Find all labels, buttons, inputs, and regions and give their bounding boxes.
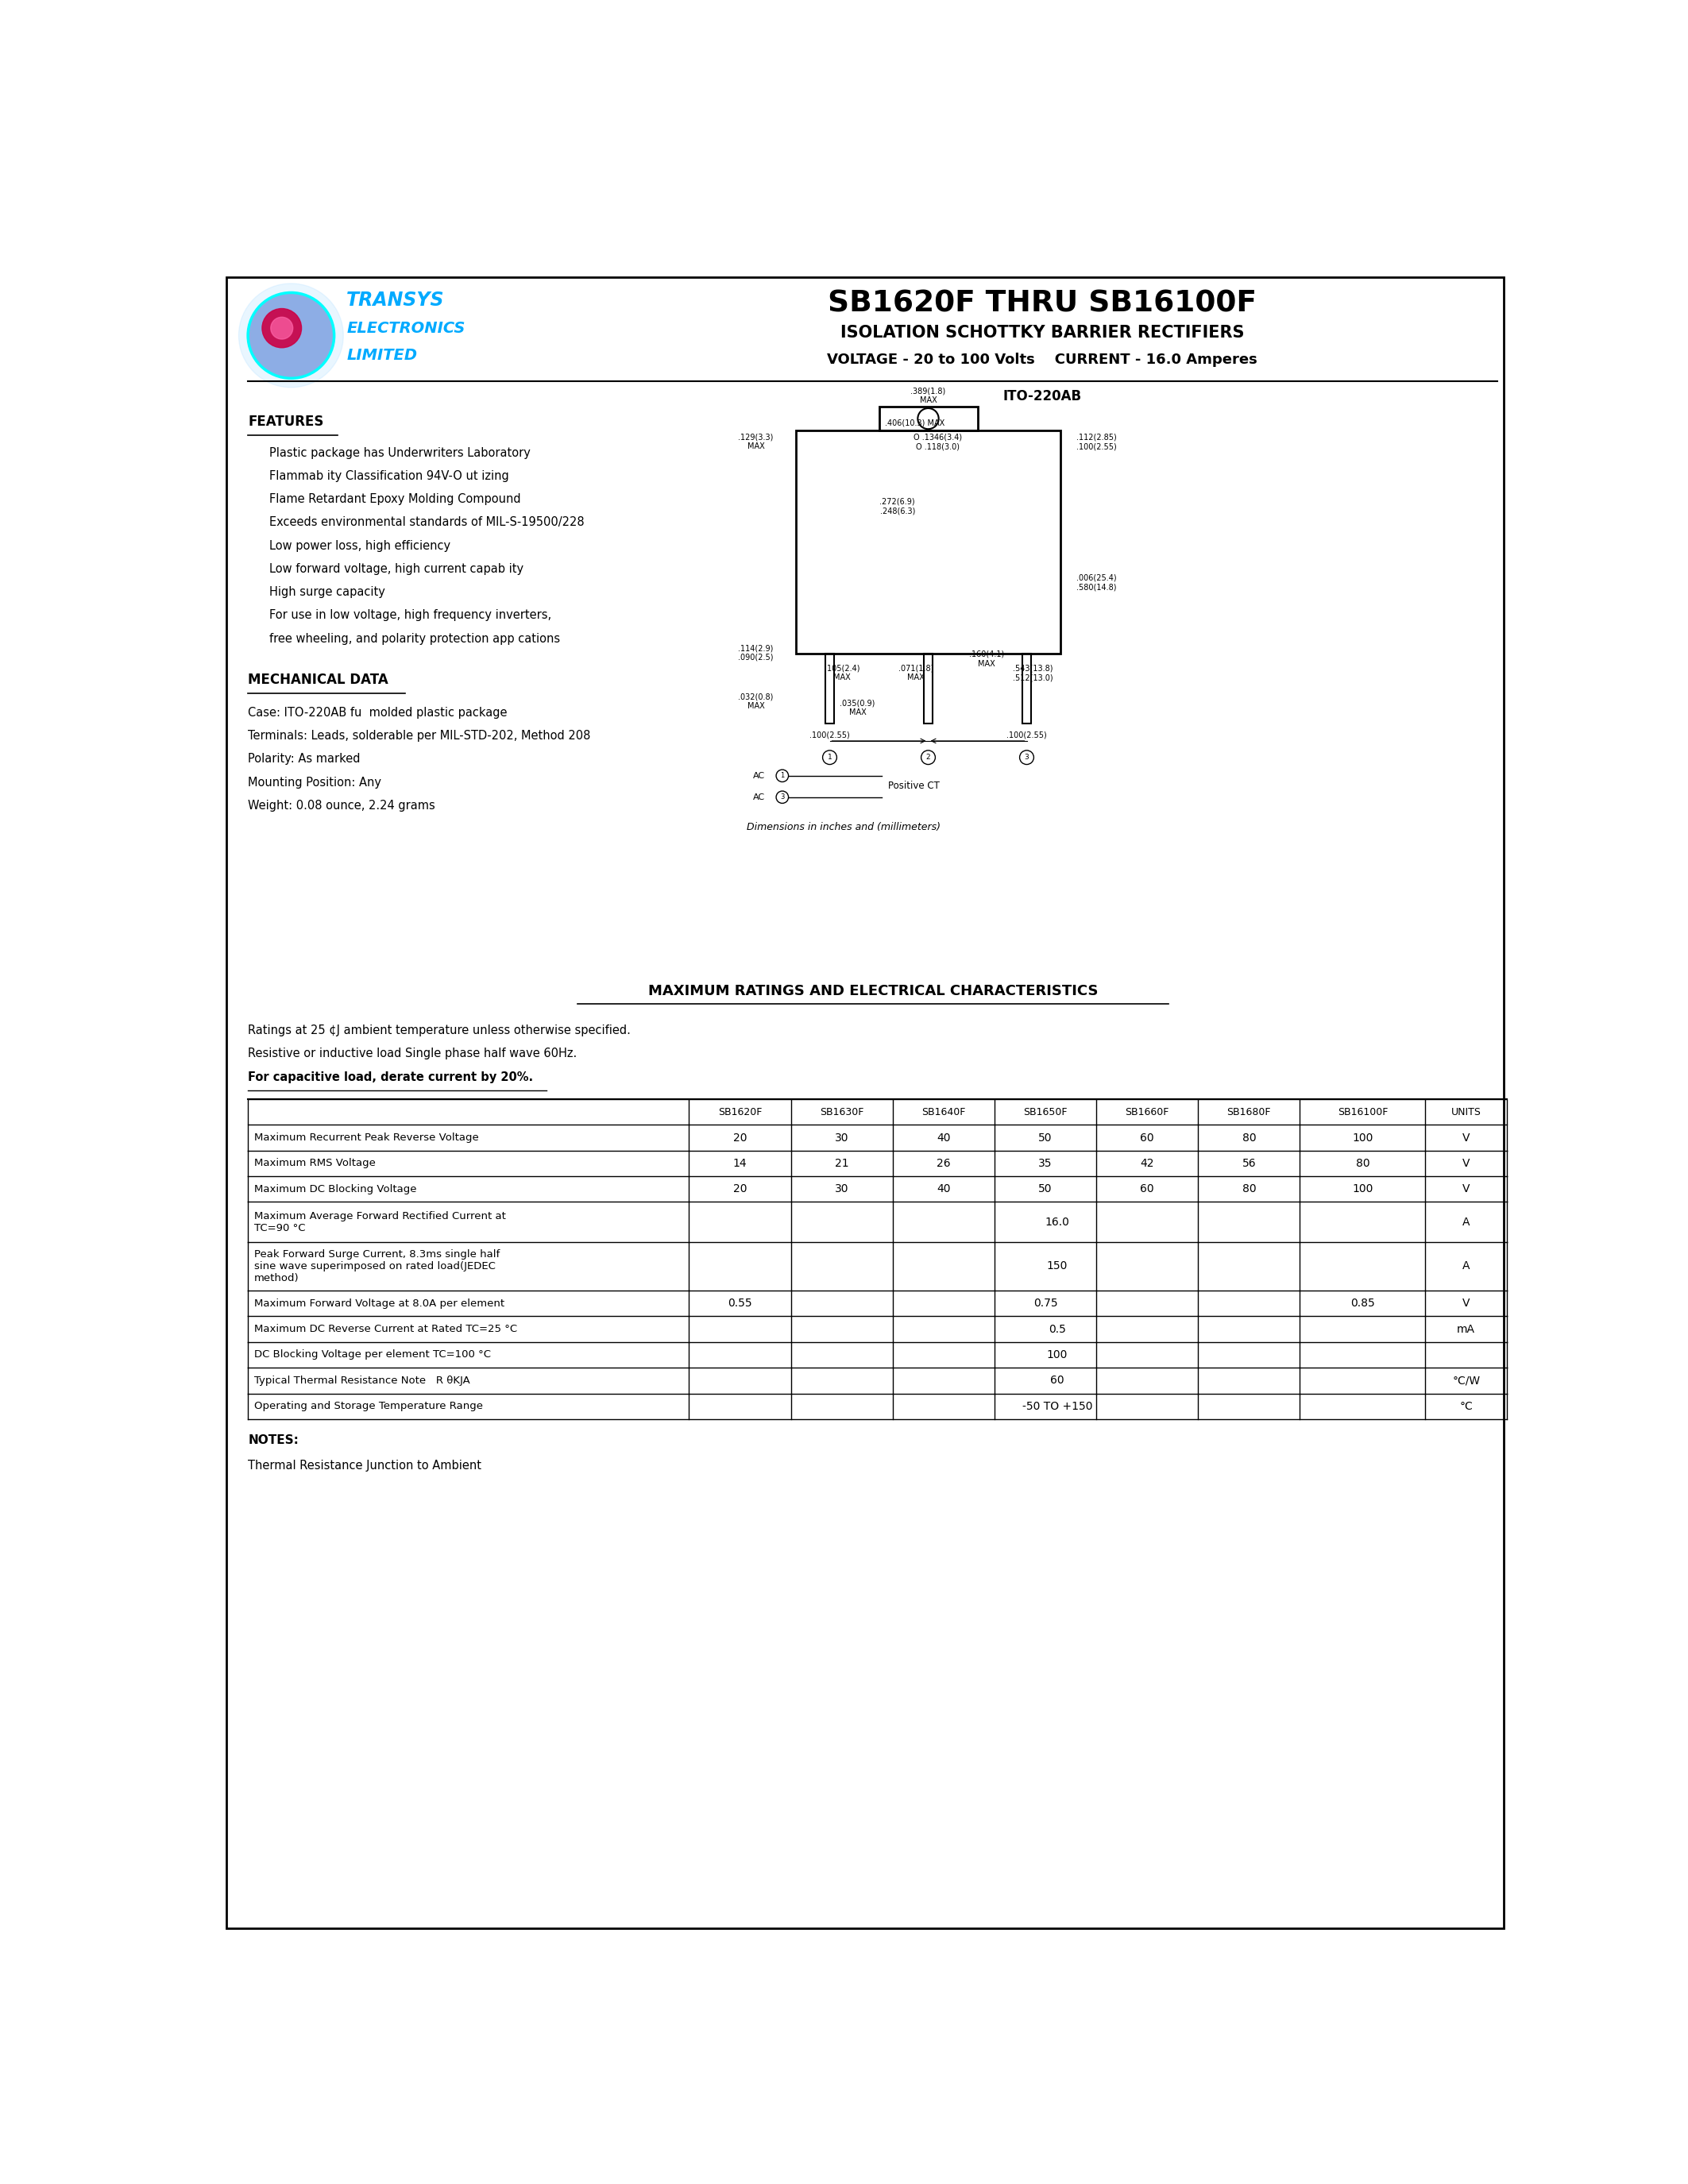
Text: MECHANICAL DATA: MECHANICAL DATA <box>248 673 388 688</box>
Text: .105(2.4)
MAX: .105(2.4) MAX <box>824 664 859 681</box>
Text: DC Blocking Voltage per element TC=100 °C: DC Blocking Voltage per element TC=100 °… <box>255 1350 491 1361</box>
Text: 40: 40 <box>937 1131 950 1144</box>
Text: Maximum Forward Voltage at 8.0A per element: Maximum Forward Voltage at 8.0A per elem… <box>255 1297 505 1308</box>
Text: 35: 35 <box>1038 1158 1052 1168</box>
Text: mA: mA <box>1457 1324 1475 1334</box>
Text: SB1620F: SB1620F <box>717 1107 761 1118</box>
Text: Ratings at 25 ¢J ambient temperature unless otherwise specified.: Ratings at 25 ¢J ambient temperature unl… <box>248 1024 631 1037</box>
Text: SB1680F: SB1680F <box>1227 1107 1271 1118</box>
Text: Mounting Position: Any: Mounting Position: Any <box>248 775 381 788</box>
Text: 60: 60 <box>1050 1376 1063 1387</box>
Text: Flame Retardant Epoxy Molding Compound: Flame Retardant Epoxy Molding Compound <box>270 494 522 505</box>
Text: 40: 40 <box>937 1184 950 1195</box>
Text: Plastic package has Underwriters Laboratory: Plastic package has Underwriters Laborat… <box>270 448 530 459</box>
Text: Positive CT: Positive CT <box>888 782 940 791</box>
Text: Low power loss, high efficiency: Low power loss, high efficiency <box>270 539 451 553</box>
Text: V: V <box>1462 1297 1470 1308</box>
Bar <box>248 1099 1507 1125</box>
Text: .006(25.4)
.580(14.8): .006(25.4) .580(14.8) <box>1075 574 1116 592</box>
Text: Flammab ity Classification 94V-O ut izing: Flammab ity Classification 94V-O ut izin… <box>270 470 510 483</box>
Text: °C/W: °C/W <box>1452 1376 1480 1387</box>
Text: 3: 3 <box>780 793 785 802</box>
Text: SB1620F THRU SB16100F: SB1620F THRU SB16100F <box>827 290 1256 319</box>
Text: 30: 30 <box>836 1184 849 1195</box>
Text: .272(6.9)
.248(6.3): .272(6.9) .248(6.3) <box>879 498 915 515</box>
Bar <box>879 406 977 430</box>
Text: 14: 14 <box>733 1158 748 1168</box>
Text: 20: 20 <box>733 1131 746 1144</box>
Text: SB1650F: SB1650F <box>1023 1107 1067 1118</box>
Text: VOLTAGE - 20 to 100 Volts    CURRENT - 16.0 Amperes: VOLTAGE - 20 to 100 Volts CURRENT - 16.0… <box>827 352 1258 367</box>
Text: ISOLATION SCHOTTKY BARRIER RECTIFIERS: ISOLATION SCHOTTKY BARRIER RECTIFIERS <box>841 325 1244 341</box>
Text: 26: 26 <box>937 1158 950 1168</box>
Text: V: V <box>1462 1158 1470 1168</box>
Text: 3: 3 <box>1025 753 1030 760</box>
Text: ITO-220AB: ITO-220AB <box>1003 389 1082 404</box>
Text: 100: 100 <box>1047 1350 1069 1361</box>
Text: -50 TO +150: -50 TO +150 <box>1023 1400 1092 1411</box>
Text: .112(2.85)
.100(2.55): .112(2.85) .100(2.55) <box>1075 432 1116 450</box>
Text: .160(4.1)
MAX: .160(4.1) MAX <box>969 651 1004 668</box>
Text: AC: AC <box>753 793 765 802</box>
Text: 16.0: 16.0 <box>1045 1216 1070 1227</box>
Text: .035(0.9)
MAX: .035(0.9) MAX <box>841 699 874 716</box>
Text: 0.75: 0.75 <box>1033 1297 1058 1308</box>
Text: Maximum RMS Voltage: Maximum RMS Voltage <box>255 1158 375 1168</box>
Circle shape <box>248 293 334 378</box>
Text: Low forward voltage, high current capab ity: Low forward voltage, high current capab … <box>270 563 523 574</box>
Text: Thermal Resistance Junction to Ambient: Thermal Resistance Junction to Ambient <box>248 1461 481 1472</box>
Text: AC: AC <box>753 771 765 780</box>
Text: 150: 150 <box>1047 1260 1069 1271</box>
Text: SB1660F: SB1660F <box>1126 1107 1170 1118</box>
Text: 80: 80 <box>1242 1131 1256 1144</box>
Text: 60: 60 <box>1139 1184 1155 1195</box>
Circle shape <box>270 317 294 339</box>
Text: Maximum Average Forward Rectified Current at
TC=90 °C: Maximum Average Forward Rectified Curren… <box>255 1210 506 1234</box>
Text: TRANSYS: TRANSYS <box>346 290 444 310</box>
Text: For capacitive load, derate current by 20%.: For capacitive load, derate current by 2… <box>248 1070 533 1083</box>
Text: 80: 80 <box>1242 1184 1256 1195</box>
Text: .100(2.55): .100(2.55) <box>810 732 849 738</box>
Text: Maximum DC Blocking Voltage: Maximum DC Blocking Voltage <box>255 1184 417 1195</box>
Text: Maximum DC Reverse Current at Rated TC=25 °C: Maximum DC Reverse Current at Rated TC=2… <box>255 1324 517 1334</box>
Text: 50: 50 <box>1038 1131 1052 1144</box>
Text: Terminals: Leads, solderable per MIL-STD-202, Method 208: Terminals: Leads, solderable per MIL-STD… <box>248 729 591 743</box>
Text: °C: °C <box>1460 1400 1474 1411</box>
Text: A: A <box>1462 1260 1470 1271</box>
Text: High surge capacity: High surge capacity <box>270 585 385 598</box>
Text: 30: 30 <box>836 1131 849 1144</box>
Text: 0.85: 0.85 <box>1350 1297 1376 1308</box>
Text: LIMITED: LIMITED <box>346 347 417 363</box>
Bar <box>825 653 834 723</box>
Text: 100: 100 <box>1352 1184 1372 1195</box>
Text: Dimensions in inches and (millimeters): Dimensions in inches and (millimeters) <box>746 821 940 832</box>
Text: A: A <box>1462 1216 1470 1227</box>
Text: 21: 21 <box>836 1158 849 1168</box>
Text: UNITS: UNITS <box>1452 1107 1480 1118</box>
Text: 42: 42 <box>1139 1158 1155 1168</box>
Text: 56: 56 <box>1242 1158 1256 1168</box>
Text: 0.55: 0.55 <box>728 1297 753 1308</box>
Text: MAXIMUM RATINGS AND ELECTRICAL CHARACTERISTICS: MAXIMUM RATINGS AND ELECTRICAL CHARACTER… <box>648 983 1097 998</box>
Text: For use in low voltage, high frequency inverters,: For use in low voltage, high frequency i… <box>270 609 552 620</box>
Text: Resistive or inductive load Single phase half wave 60Hz.: Resistive or inductive load Single phase… <box>248 1048 577 1059</box>
Text: .071(1.8)
MAX: .071(1.8) MAX <box>898 664 933 681</box>
Text: free wheeling, and polarity protection app cations: free wheeling, and polarity protection a… <box>270 633 560 644</box>
Text: .032(0.8)
MAX: .032(0.8) MAX <box>738 692 773 710</box>
Text: Polarity: As marked: Polarity: As marked <box>248 753 360 764</box>
Circle shape <box>238 284 343 387</box>
Bar <box>925 653 932 723</box>
Text: .114(2.9)
.090(2.5): .114(2.9) .090(2.5) <box>738 644 773 662</box>
Text: Weight: 0.08 ounce, 2.24 grams: Weight: 0.08 ounce, 2.24 grams <box>248 799 436 812</box>
Text: SB1640F: SB1640F <box>922 1107 966 1118</box>
Text: Maximum Recurrent Peak Reverse Voltage: Maximum Recurrent Peak Reverse Voltage <box>255 1133 479 1142</box>
Bar <box>1023 653 1031 723</box>
Text: NOTES:: NOTES: <box>248 1435 299 1446</box>
Text: ELECTRONICS: ELECTRONICS <box>346 321 466 336</box>
Text: .406(10.3) MAX: .406(10.3) MAX <box>885 419 945 428</box>
Text: 1: 1 <box>827 753 832 760</box>
Text: .129(3.3)
MAX: .129(3.3) MAX <box>738 432 773 450</box>
Text: Case: ITO-220AB fu  molded plastic package: Case: ITO-220AB fu molded plastic packag… <box>248 708 508 719</box>
Text: Exceeds environmental standards of MIL-S-19500/228: Exceeds environmental standards of MIL-S… <box>270 515 584 529</box>
Text: V: V <box>1462 1131 1470 1144</box>
